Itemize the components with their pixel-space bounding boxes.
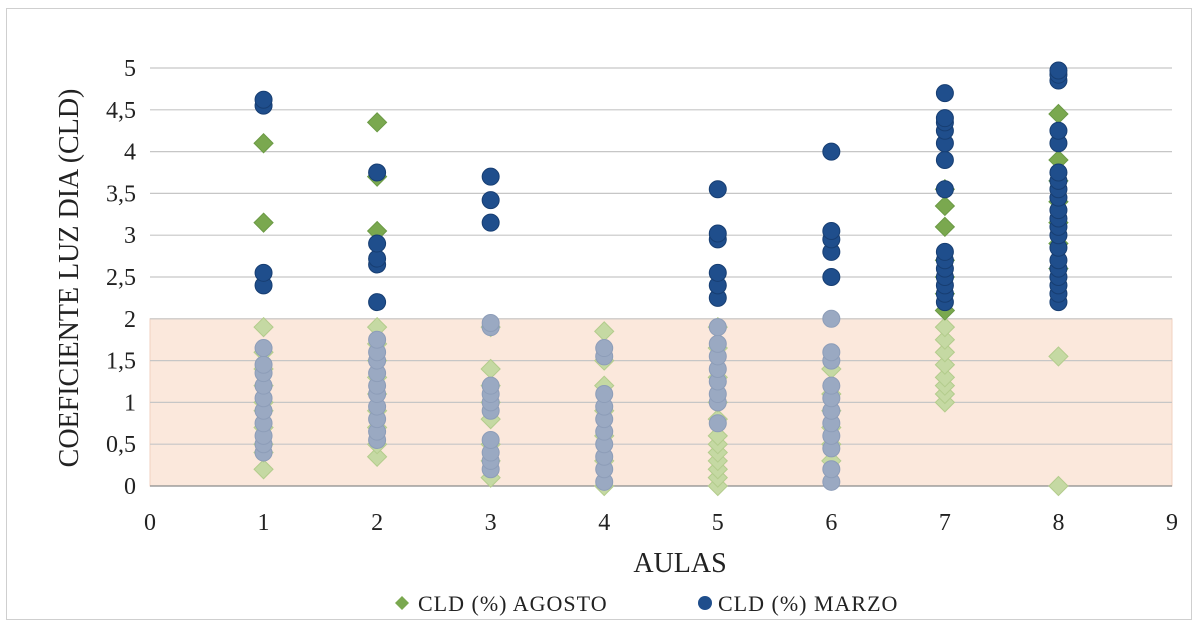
data-point-marzo — [368, 330, 387, 349]
data-point-marzo — [822, 460, 841, 479]
data-point-marzo — [935, 150, 954, 169]
data-point-marzo — [368, 293, 387, 312]
x-tick-label: 8 — [1052, 510, 1064, 536]
legend: CLD (%) AGOSTO CLD (%) MARZO — [395, 591, 898, 616]
data-point-agosto — [366, 112, 388, 133]
x-axis-title: AULAS — [633, 548, 726, 579]
legend-item-marzo: CLD (%) MARZO — [698, 591, 898, 616]
x-tick-label: 0 — [144, 510, 156, 536]
x-tick-label: 9 — [1166, 510, 1178, 536]
data-point-marzo — [595, 339, 614, 358]
y-axis-title: COEFICIENTE LUZ DIA (CLD) — [54, 89, 85, 468]
data-point-marzo — [822, 268, 841, 286]
data-point-marzo — [368, 249, 387, 268]
y-tick-label: 2,5 — [106, 265, 136, 291]
legend-label-marzo: CLD (%) MARZO — [718, 591, 898, 616]
y-tick-label: 2 — [124, 307, 136, 333]
data-point-marzo — [708, 224, 727, 243]
data-point-marzo — [254, 90, 273, 109]
data-point-marzo — [481, 167, 500, 186]
x-tick-label: 5 — [712, 510, 724, 536]
data-point-marzo — [254, 263, 273, 282]
y-tick-label: 3 — [124, 223, 136, 249]
data-point-agosto — [934, 216, 956, 238]
x-tick-label: 1 — [258, 510, 270, 536]
data-point-agosto — [1048, 475, 1069, 497]
data-point-agosto — [1048, 103, 1069, 125]
data-point-marzo — [1049, 163, 1068, 182]
data-point-marzo — [708, 334, 727, 353]
y-tick-label: 0 — [124, 474, 136, 500]
data-point-agosto — [366, 446, 388, 467]
legend-item-agosto: CLD (%) AGOSTO — [395, 591, 608, 616]
legend-marker-circle — [698, 596, 712, 610]
data-point-marzo — [822, 142, 841, 161]
data-point-agosto — [253, 212, 274, 233]
data-point-agosto — [707, 425, 728, 447]
data-point-marzo — [708, 263, 727, 282]
data-point-agosto — [253, 133, 274, 154]
x-tick-label: 6 — [825, 510, 837, 536]
data-point-marzo — [822, 309, 841, 328]
data-point-marzo — [1049, 61, 1068, 80]
x-tick-label: 4 — [598, 510, 610, 536]
x-tick-label: 3 — [485, 510, 497, 536]
data-point-marzo — [254, 339, 273, 358]
y-tick-label: 4 — [124, 140, 136, 166]
data-point-marzo — [481, 431, 500, 450]
data-point-agosto — [253, 459, 274, 480]
data-point-agosto — [934, 329, 956, 350]
data-point-agosto — [253, 316, 274, 338]
data-point-marzo — [481, 191, 500, 210]
data-point-marzo — [935, 109, 954, 128]
data-point-agosto — [934, 367, 956, 388]
data-point-marzo — [254, 355, 273, 374]
data-point-marzo — [368, 234, 387, 253]
y-tick-label: 0,5 — [106, 432, 136, 458]
x-tick-label: 2 — [371, 510, 383, 536]
data-point-agosto — [1048, 346, 1069, 367]
data-point-marzo — [935, 180, 954, 199]
data-point-marzo — [822, 343, 841, 362]
data-point-marzo — [822, 376, 841, 395]
y-tick-label: 4,5 — [106, 98, 136, 124]
data-point-marzo — [368, 163, 387, 182]
data-point-marzo — [935, 242, 954, 261]
data-point-marzo — [708, 180, 727, 199]
data-point-agosto — [934, 195, 956, 217]
data-point-agosto — [934, 354, 956, 375]
data-point-marzo — [481, 313, 500, 332]
legend-label-agosto: CLD (%) AGOSTO — [418, 591, 608, 616]
data-point-marzo — [595, 385, 614, 404]
data-point-marzo — [822, 222, 841, 241]
legend-marker-diamond — [395, 596, 409, 610]
data-point-agosto — [934, 316, 956, 338]
data-point-marzo — [935, 84, 954, 103]
data-point-marzo — [481, 213, 500, 232]
y-tick-label: 5 — [124, 56, 136, 82]
data-point-marzo — [1049, 121, 1068, 140]
data-point-agosto — [934, 342, 956, 363]
y-tick-label: 1,5 — [106, 349, 136, 375]
data-point-marzo — [708, 318, 727, 337]
data-point-marzo — [708, 414, 727, 433]
data-point-marzo — [481, 376, 500, 395]
y-tick-label: 1 — [124, 390, 136, 416]
x-tick-label: 7 — [939, 510, 951, 536]
y-tick-label: 3,5 — [106, 181, 136, 207]
